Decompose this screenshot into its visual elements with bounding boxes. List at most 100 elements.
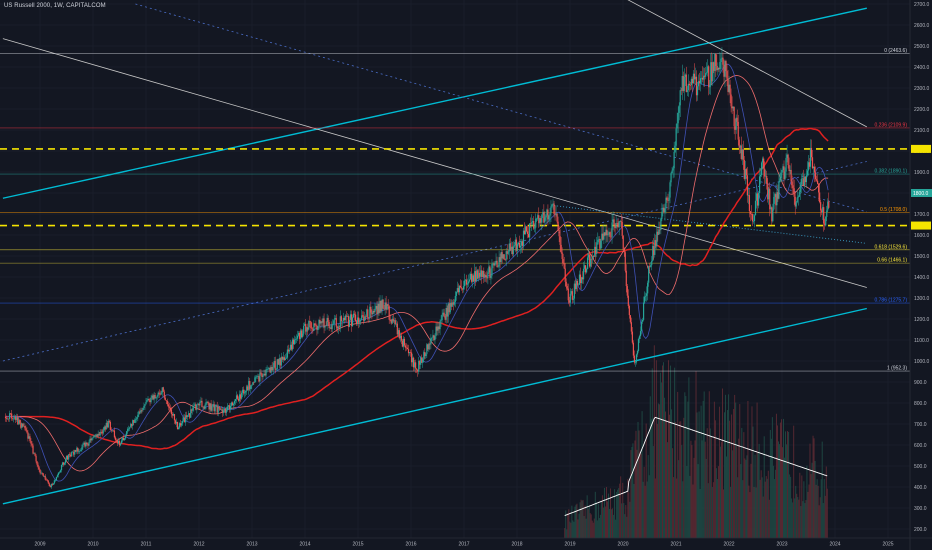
price-tick-label: 1100.0 bbox=[914, 338, 929, 344]
candle-body bbox=[297, 335, 299, 339]
candle-body bbox=[31, 443, 33, 446]
candle-body bbox=[425, 354, 427, 356]
candle-body bbox=[705, 73, 707, 77]
candle-body bbox=[491, 263, 493, 276]
volume-bar bbox=[811, 462, 813, 538]
volume-bar bbox=[573, 521, 575, 538]
candle-body bbox=[35, 455, 37, 462]
candle-body bbox=[676, 123, 678, 129]
channel-lower-line bbox=[2, 307, 867, 505]
volume-bar bbox=[771, 417, 773, 538]
volume-bar bbox=[761, 477, 763, 538]
candle-body bbox=[801, 178, 803, 179]
candle-body bbox=[94, 435, 96, 437]
volume-bar bbox=[593, 518, 595, 538]
candle-body bbox=[450, 302, 452, 307]
candle-body bbox=[73, 451, 75, 455]
candle-body bbox=[16, 417, 18, 420]
volume-bar bbox=[676, 478, 678, 538]
candle-body bbox=[219, 408, 221, 410]
candle-body bbox=[811, 157, 814, 169]
candle-body bbox=[48, 483, 50, 487]
candle-body bbox=[743, 159, 745, 179]
candle-body bbox=[164, 397, 166, 401]
candle-body bbox=[592, 255, 594, 260]
candle-body bbox=[41, 472, 43, 474]
candle-body bbox=[820, 202, 822, 211]
candle-body bbox=[139, 411, 141, 413]
candle-body bbox=[8, 418, 10, 420]
volume-bar bbox=[617, 489, 619, 538]
volume-bar bbox=[732, 450, 734, 538]
candle-body bbox=[533, 221, 535, 229]
candle-body bbox=[157, 392, 159, 396]
volume-bar bbox=[760, 470, 762, 538]
candle-body bbox=[400, 335, 402, 341]
candle-body bbox=[4, 416, 7, 419]
candle-body bbox=[430, 337, 432, 345]
fib-level-label: 0.786 (1275.7) bbox=[874, 298, 907, 304]
candle-body bbox=[453, 301, 455, 305]
candle-body bbox=[17, 417, 19, 425]
volume-bar bbox=[705, 458, 707, 538]
candle-body bbox=[617, 223, 619, 228]
candle-body bbox=[556, 213, 558, 222]
volume-bar bbox=[765, 476, 767, 538]
candle-body bbox=[690, 78, 693, 86]
candle-body bbox=[200, 400, 202, 402]
candle-body bbox=[786, 154, 788, 158]
candle-body bbox=[365, 316, 367, 318]
candle-body bbox=[377, 303, 379, 315]
candle-body bbox=[69, 454, 71, 455]
candle-body bbox=[677, 112, 679, 124]
candle-body bbox=[700, 77, 703, 79]
candle-body bbox=[249, 381, 251, 389]
candle-body bbox=[524, 226, 527, 235]
candle-body bbox=[324, 325, 326, 328]
candle-body bbox=[658, 229, 660, 235]
candle-body bbox=[333, 319, 335, 324]
volume-bar bbox=[588, 506, 590, 538]
volume-bar bbox=[625, 505, 627, 538]
volume-bar bbox=[651, 368, 653, 538]
candle-body bbox=[80, 449, 82, 452]
candle-body bbox=[325, 325, 327, 327]
volume-bar bbox=[751, 406, 753, 538]
volume-bar bbox=[611, 509, 613, 538]
candle-body bbox=[160, 392, 162, 395]
volume-bar bbox=[813, 438, 815, 538]
volume-bar bbox=[701, 440, 703, 538]
time-tick-label: 2019 bbox=[564, 542, 575, 548]
candle-body bbox=[109, 421, 111, 430]
candle-body bbox=[246, 386, 248, 391]
candle-body bbox=[517, 242, 520, 245]
candle-body bbox=[597, 239, 599, 243]
candle-body bbox=[168, 406, 170, 408]
candle-body bbox=[784, 171, 786, 180]
candle-body bbox=[740, 145, 742, 160]
candle-body bbox=[244, 392, 246, 394]
volume-bar bbox=[646, 481, 648, 538]
candle-body bbox=[604, 232, 606, 236]
price-axis-panel bbox=[910, 0, 932, 550]
candle-body bbox=[452, 302, 454, 305]
candle-body bbox=[263, 373, 265, 376]
candle-body bbox=[124, 438, 126, 441]
candle-body bbox=[292, 339, 295, 345]
volume-bar bbox=[780, 422, 781, 538]
volume-bar bbox=[759, 479, 761, 538]
candle-body bbox=[231, 402, 234, 406]
volume-bar bbox=[672, 448, 674, 538]
volume-bar bbox=[606, 486, 607, 538]
volume-bar bbox=[773, 479, 775, 538]
candle-body bbox=[401, 340, 404, 347]
candle-body bbox=[602, 233, 604, 240]
candle-body bbox=[650, 265, 652, 267]
candle-body bbox=[471, 273, 473, 282]
candle-body bbox=[210, 403, 212, 411]
time-tick-label: 2025 bbox=[882, 542, 893, 548]
candle-body bbox=[557, 221, 559, 231]
candle-body bbox=[745, 169, 747, 176]
candle-body bbox=[626, 286, 628, 296]
